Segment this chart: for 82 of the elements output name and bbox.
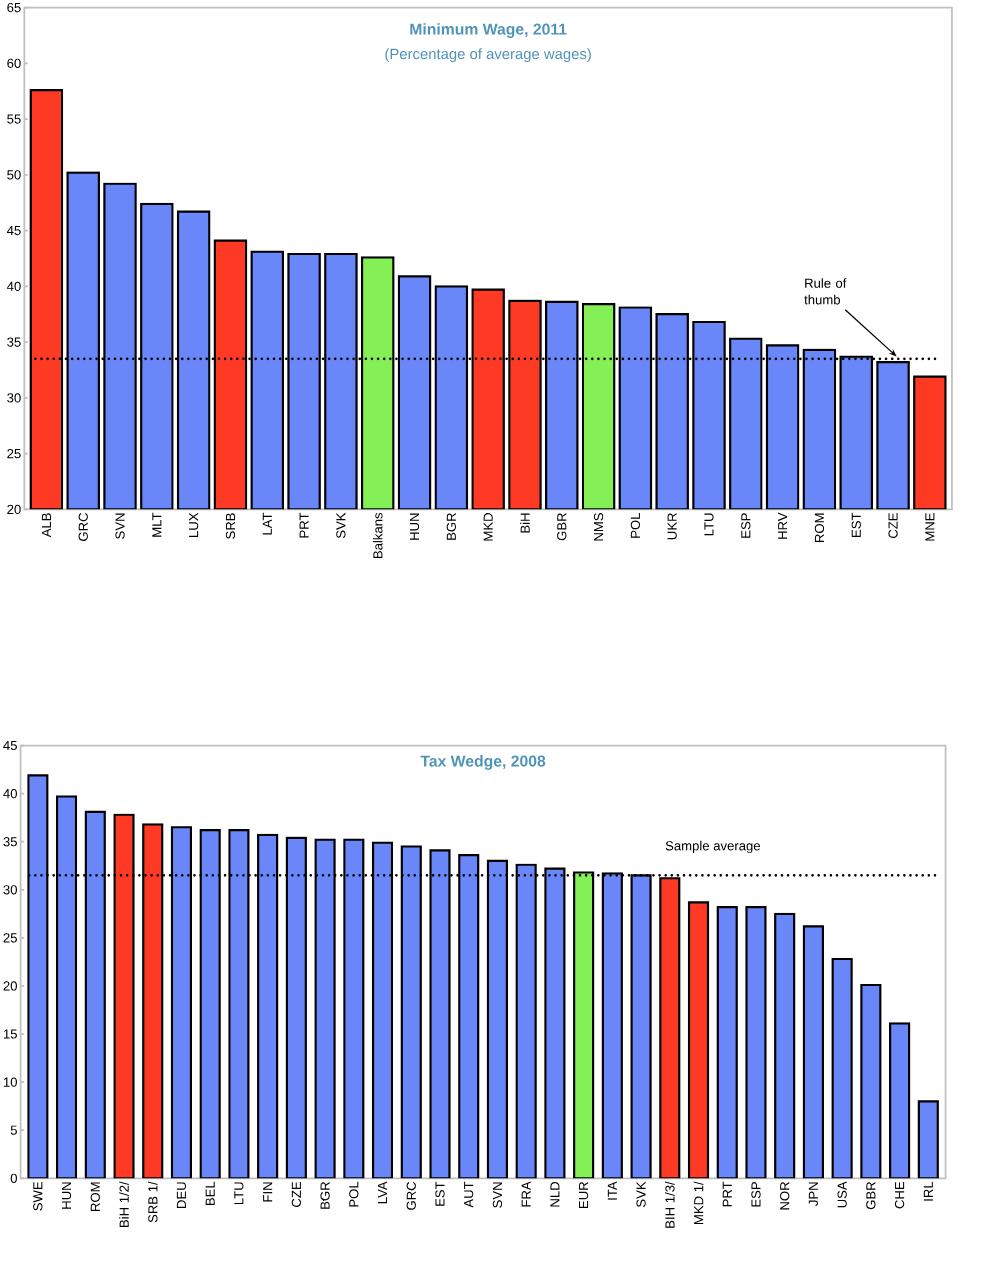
- x-tick-label: CZE: [888, 513, 898, 539]
- y-tick-label: 50: [7, 170, 21, 180]
- y-tick-label: 40: [3, 788, 18, 799]
- x-tick-label: EST: [435, 1181, 445, 1206]
- y-tick-label: 35: [7, 337, 21, 347]
- x-tick-label: SRB 1/: [148, 1181, 158, 1223]
- x-tick-label: SRB: [225, 513, 236, 539]
- x-tick-label: POL: [630, 512, 641, 538]
- x-tick-label: ESP: [751, 1182, 761, 1207]
- text: Minimum Wage, 2011: [410, 23, 567, 38]
- y-tick-label: 5: [10, 1125, 18, 1135]
- x-tick-label: DEU: [176, 1182, 187, 1208]
- y-tick-label: 45: [3, 740, 18, 751]
- y-tick-label: 20: [7, 504, 21, 515]
- x-tick-label: ALB: [42, 513, 52, 538]
- y-tick-label: 25: [3, 933, 18, 943]
- x-tick-label: MKD: [483, 513, 493, 541]
- text: (Percentage of average wages): [385, 48, 591, 63]
- x-tick-label: LTU: [234, 1182, 244, 1205]
- x-tick-label: PRT: [722, 1181, 732, 1207]
- x-tick-label: HUN: [410, 513, 420, 540]
- y-tick-label: 30: [3, 885, 18, 895]
- y-tick-label: 35: [3, 837, 18, 847]
- x-tick-label: AUT: [464, 1181, 474, 1208]
- x-tick-label: CHE: [895, 1181, 905, 1209]
- ref-line-label: Rule of thumb: [804, 278, 847, 305]
- x-tick-label: GBR: [866, 1181, 876, 1210]
- y-tick-label: 65: [7, 2, 21, 13]
- x-tick-label: MNE: [925, 513, 935, 541]
- x-tick-label: EST: [851, 512, 861, 537]
- x-tick-label: BiH: [520, 513, 530, 533]
- x-tick-label: BGR: [320, 1181, 330, 1209]
- y-tick-label: 10: [4, 1077, 18, 1087]
- x-tick-label: SVK: [336, 512, 346, 539]
- x-tick-label: POL: [349, 1181, 359, 1207]
- x-tick-label: PRT: [299, 512, 309, 538]
- y-tick-label: 55: [7, 114, 21, 124]
- x-tick-label: HUN: [62, 1182, 72, 1209]
- y-tick-label: 40: [7, 281, 21, 291]
- x-tick-label: SVN: [492, 1182, 503, 1208]
- x-tick-label: Balkans: [373, 512, 383, 559]
- y-tick-label: 45: [7, 226, 21, 236]
- x-tick-label: LAT: [262, 512, 272, 535]
- x-tick-label: SVK: [636, 1181, 646, 1208]
- x-tick-label: JPN: [808, 1182, 819, 1206]
- x-tick-label: BEL: [205, 1181, 215, 1206]
- x-tick-label: SWE: [33, 1181, 43, 1211]
- x-tick-label: IRL: [923, 1181, 933, 1201]
- x-tick-label: BiH 1/2/: [119, 1181, 129, 1227]
- x-tick-label: USA: [837, 1181, 847, 1208]
- x-tick-label: ROM: [814, 513, 825, 542]
- x-tick-label: UKR: [667, 513, 677, 540]
- x-tick-label: CZE: [291, 1181, 302, 1207]
- x-tick-label: GRC: [406, 1181, 417, 1210]
- x-tick-label: BIH 1/3/: [665, 1181, 675, 1228]
- y-tick-label: 20: [3, 981, 18, 991]
- y-tick-label: 0: [10, 1173, 18, 1183]
- x-tick-label: ROM: [90, 1182, 101, 1211]
- y-tick-label: 15: [4, 1029, 18, 1039]
- x-tick-label: BGR: [446, 513, 457, 540]
- x-tick-label: MKD 1/: [693, 1181, 704, 1225]
- x-tick-label: FIN: [263, 1182, 273, 1202]
- x-tick-label: MLT: [152, 512, 162, 537]
- y-tick-label: 60: [7, 58, 21, 68]
- x-tick-label: SVN: [115, 513, 125, 539]
- x-tick-label: HRV: [778, 512, 788, 539]
- ref-line-label: Sample average: [665, 840, 761, 854]
- x-tick-label: LUX: [189, 512, 199, 537]
- y-tick-label: 30: [7, 393, 21, 403]
- x-tick-label: EUR: [579, 1181, 589, 1208]
- x-tick-label: FRA: [521, 1181, 531, 1207]
- x-tick-label: LVA: [378, 1181, 388, 1204]
- y-tick-label: 25: [7, 448, 21, 459]
- x-tick-label: GBR: [557, 513, 567, 541]
- x-tick-label: LTU: [704, 513, 714, 536]
- x-tick-label: ESP: [741, 513, 751, 538]
- x-tick-label: NMS: [594, 513, 604, 541]
- text: Tax Wedge, 2008: [420, 755, 546, 770]
- x-tick-label: NLD: [550, 1182, 560, 1207]
- x-tick-label: ITA: [607, 1181, 617, 1200]
- x-tick-label: GRC: [78, 512, 88, 541]
- x-tick-label: NOR: [780, 1181, 790, 1210]
